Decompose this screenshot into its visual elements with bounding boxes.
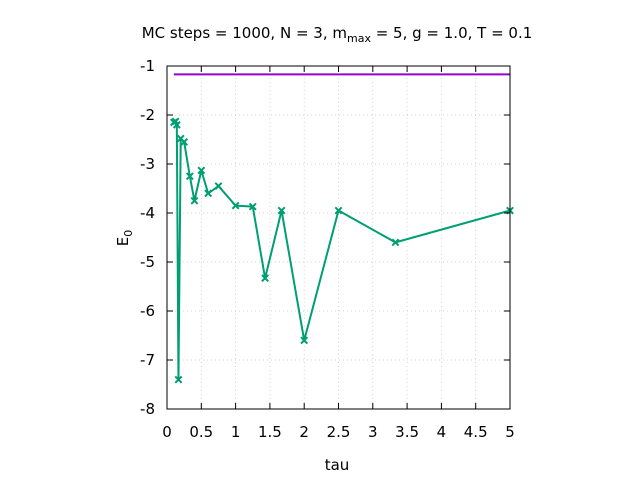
series-1-point bbox=[185, 172, 194, 181]
series-1-point bbox=[231, 201, 240, 210]
tick-label-layer: 0 0.5 1 1.5 2 2.5 3 3.5 4 4.5 5 -8 -7 -6 -5 -4 -3 -2 -1 bbox=[140, 57, 515, 441]
series-1-point bbox=[204, 189, 213, 198]
x-tick-label: 1.5 bbox=[258, 423, 282, 441]
plot-border bbox=[166, 65, 511, 410]
x-tick-label: 0.5 bbox=[189, 423, 213, 441]
y-tick-label: -3 bbox=[140, 155, 155, 173]
y-tick-label: -8 bbox=[140, 400, 155, 418]
y-axis-label-subscript: 0 bbox=[122, 230, 135, 237]
series-1-point bbox=[334, 206, 343, 215]
series-layer bbox=[169, 73, 514, 384]
series-1-point bbox=[172, 120, 181, 129]
series-1-point bbox=[248, 202, 257, 211]
tick-layer bbox=[166, 65, 511, 410]
x-tick-label: 4 bbox=[437, 423, 447, 441]
series-1-line bbox=[173, 120, 511, 381]
y-axis-label-main: E bbox=[114, 237, 132, 246]
y-tick-label: -1 bbox=[140, 57, 155, 75]
chart-title-suffix: = 5, g = 1.0, T = 0.1 bbox=[371, 24, 532, 42]
series-1-point bbox=[197, 166, 206, 175]
y-tick-label: -5 bbox=[140, 253, 155, 271]
y-tick-label: -6 bbox=[140, 302, 155, 320]
series-1-point bbox=[180, 138, 189, 146]
chart-title: MC steps = 1000, N = 3, mmax = 5, g = 1.… bbox=[142, 24, 533, 45]
series-1-point bbox=[300, 336, 309, 345]
x-tick-label: 1 bbox=[231, 423, 241, 441]
series-1-point bbox=[261, 274, 270, 283]
y-tick-label: -7 bbox=[140, 351, 155, 369]
series-1-point bbox=[174, 375, 183, 384]
x-tick-label: 5 bbox=[505, 423, 515, 441]
series-1-point bbox=[277, 206, 286, 215]
grid-layer bbox=[167, 66, 510, 409]
series-1-point bbox=[190, 196, 199, 205]
y-tick-label: -2 bbox=[140, 106, 155, 124]
chart-title-prefix: MC steps = 1000, N = 3, m bbox=[142, 24, 347, 42]
x-tick-label: 2 bbox=[299, 423, 309, 441]
chart-title-subscript: max bbox=[347, 32, 371, 45]
y-axis-label: E0 bbox=[114, 230, 135, 246]
x-tick-label: 3.5 bbox=[395, 423, 419, 441]
x-tick-label: 4.5 bbox=[464, 423, 488, 441]
x-axis-label: tau bbox=[325, 456, 350, 474]
series-1-point bbox=[214, 182, 223, 190]
x-tick-label: 2.5 bbox=[327, 423, 351, 441]
series-1-point bbox=[391, 238, 400, 247]
x-tick-label: 3 bbox=[368, 423, 378, 441]
x-tick-label: 0 bbox=[162, 423, 172, 441]
y-tick-label: -4 bbox=[140, 204, 155, 222]
